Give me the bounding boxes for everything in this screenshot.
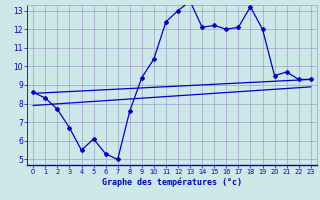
X-axis label: Graphe des températures (°c): Graphe des températures (°c) [102, 178, 242, 187]
